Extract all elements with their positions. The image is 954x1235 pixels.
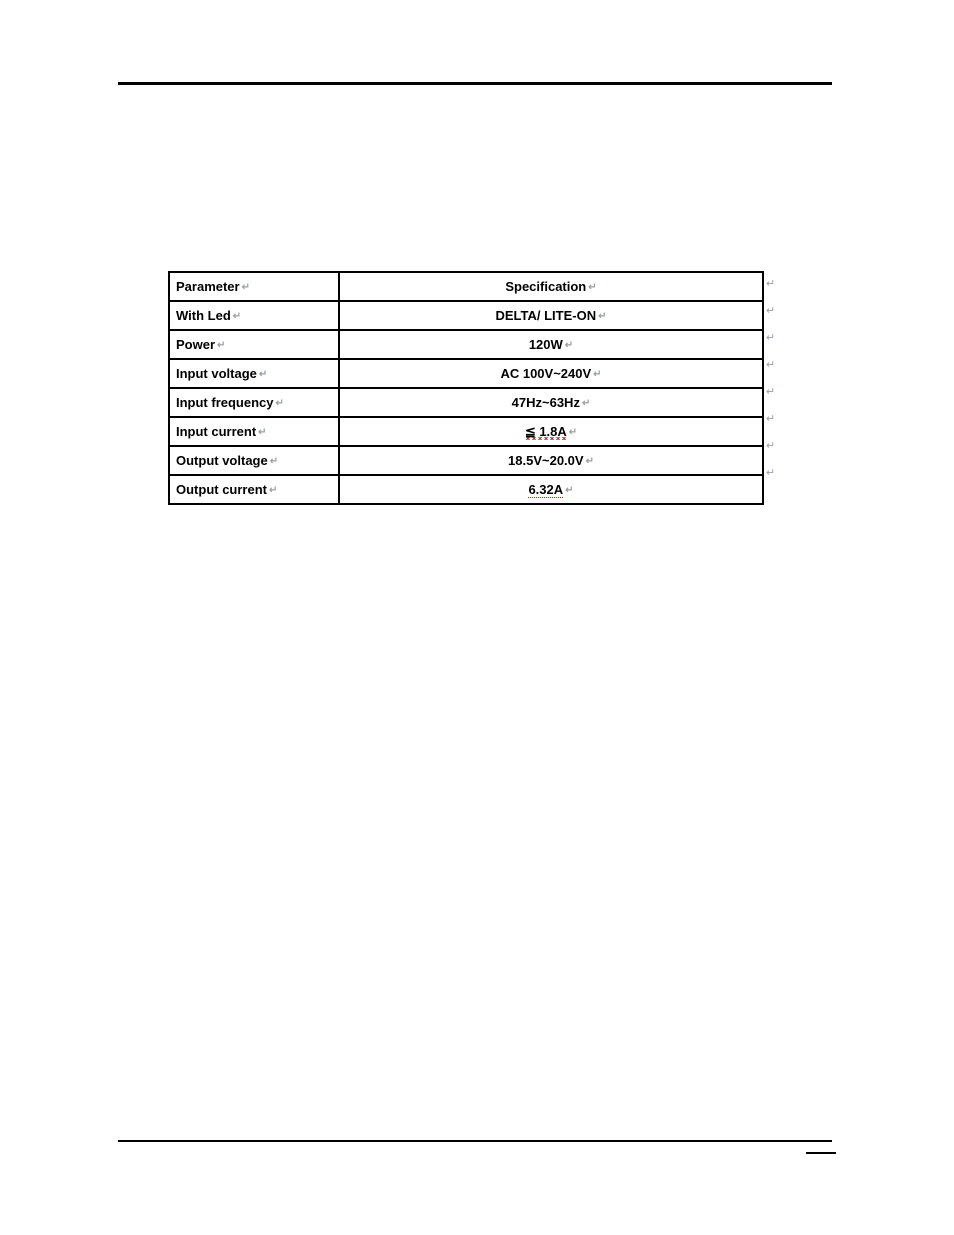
table-row: Output current↵6.32A↵ bbox=[169, 475, 763, 504]
table-row: Input voltage↵AC 100V~240V↵ bbox=[169, 359, 763, 388]
spec-table: Parameter↵Specification↵With Led↵DELTA/ … bbox=[168, 271, 764, 505]
param-text: Power bbox=[176, 337, 215, 352]
param-cell: Input voltage↵ bbox=[169, 359, 339, 388]
paragraph-mark-icon: ↵ bbox=[598, 311, 606, 322]
value-cell: AC 100V~240V↵ bbox=[339, 359, 763, 388]
param-cell: Input current↵ bbox=[169, 417, 339, 446]
param-cell: With Led↵ bbox=[169, 301, 339, 330]
row-end-mark-icon: ↵ bbox=[766, 304, 775, 317]
row-end-mark-icon: ↵ bbox=[766, 466, 775, 479]
paragraph-mark-icon: ↵ bbox=[217, 340, 225, 351]
value-text: DELTA/ LITE-ON bbox=[495, 308, 596, 323]
spec-table-body: Parameter↵Specification↵With Led↵DELTA/ … bbox=[169, 272, 763, 504]
page: Parameter↵Specification↵With Led↵DELTA/ … bbox=[0, 0, 954, 1235]
value-text: 120W bbox=[529, 337, 563, 352]
paragraph-mark-icon: ↵ bbox=[233, 311, 241, 322]
value-text: 6.32A bbox=[528, 482, 563, 498]
table-row: With Led↵DELTA/ LITE-ON↵ bbox=[169, 301, 763, 330]
col-header-specification: Specification↵ bbox=[339, 272, 763, 301]
footer-dash bbox=[806, 1152, 836, 1154]
table-row: Output voltage↵18.5V~20.0V↵ bbox=[169, 446, 763, 475]
paragraph-mark-icon: ↵ bbox=[259, 369, 267, 380]
paragraph-mark-icon: ↵ bbox=[586, 456, 594, 467]
table-row: Input current↵≦ 1.8A↵ bbox=[169, 417, 763, 446]
col-header-specification-text: Specification bbox=[505, 279, 586, 294]
value-cell: ≦ 1.8A↵ bbox=[339, 417, 763, 446]
spec-table-wrap: Parameter↵Specification↵With Led↵DELTA/ … bbox=[168, 271, 778, 505]
value-text: AC 100V~240V bbox=[500, 366, 591, 381]
row-end-mark-icon: ↵ bbox=[766, 385, 775, 398]
param-text: Output current bbox=[176, 482, 267, 497]
paragraph-mark-icon: ↵ bbox=[565, 340, 573, 351]
value-cell: 6.32A↵ bbox=[339, 475, 763, 504]
value-cell: 18.5V~20.0V↵ bbox=[339, 446, 763, 475]
row-end-mark-icon: ↵ bbox=[766, 412, 775, 425]
paragraph-mark-icon: ↵ bbox=[270, 456, 278, 467]
param-cell: Output voltage↵ bbox=[169, 446, 339, 475]
col-header-parameter: Parameter↵ bbox=[169, 272, 339, 301]
col-header-parameter-text: Parameter bbox=[176, 279, 240, 294]
row-end-mark-icon: ↵ bbox=[766, 331, 775, 344]
value-text: ≦ 1.8A bbox=[525, 424, 567, 440]
param-cell: Power↵ bbox=[169, 330, 339, 359]
paragraph-mark-icon: ↵ bbox=[593, 369, 601, 380]
footer-rule bbox=[118, 1140, 832, 1142]
param-text: Input frequency bbox=[176, 395, 274, 410]
value-text: 47Hz~63Hz bbox=[512, 395, 580, 410]
param-text: Input voltage bbox=[176, 366, 257, 381]
table-header-row: Parameter↵Specification↵ bbox=[169, 272, 763, 301]
param-text: Input current bbox=[176, 424, 256, 439]
paragraph-mark-icon: ↵ bbox=[269, 485, 277, 496]
param-cell: Input frequency↵ bbox=[169, 388, 339, 417]
row-end-mark-icon: ↵ bbox=[766, 439, 775, 452]
header-rule bbox=[118, 82, 832, 85]
table-row: Input frequency↵47Hz~63Hz↵ bbox=[169, 388, 763, 417]
paragraph-mark-icon: ↵ bbox=[565, 485, 573, 496]
value-cell: 120W↵ bbox=[339, 330, 763, 359]
value-cell: DELTA/ LITE-ON↵ bbox=[339, 301, 763, 330]
param-text: With Led bbox=[176, 308, 231, 323]
paragraph-mark-icon: ↵ bbox=[242, 282, 250, 293]
row-end-mark-icon: ↵ bbox=[766, 358, 775, 371]
row-end-mark-icon: ↵ bbox=[766, 277, 775, 290]
paragraph-mark-icon: ↵ bbox=[276, 398, 284, 409]
paragraph-mark-icon: ↵ bbox=[569, 427, 577, 438]
paragraph-mark-icon: ↵ bbox=[588, 282, 596, 293]
paragraph-mark-icon: ↵ bbox=[582, 398, 590, 409]
param-text: Output voltage bbox=[176, 453, 268, 468]
param-cell: Output current↵ bbox=[169, 475, 339, 504]
table-row: Power↵120W↵ bbox=[169, 330, 763, 359]
value-text: 18.5V~20.0V bbox=[508, 453, 584, 468]
value-cell: 47Hz~63Hz↵ bbox=[339, 388, 763, 417]
paragraph-mark-icon: ↵ bbox=[258, 427, 266, 438]
